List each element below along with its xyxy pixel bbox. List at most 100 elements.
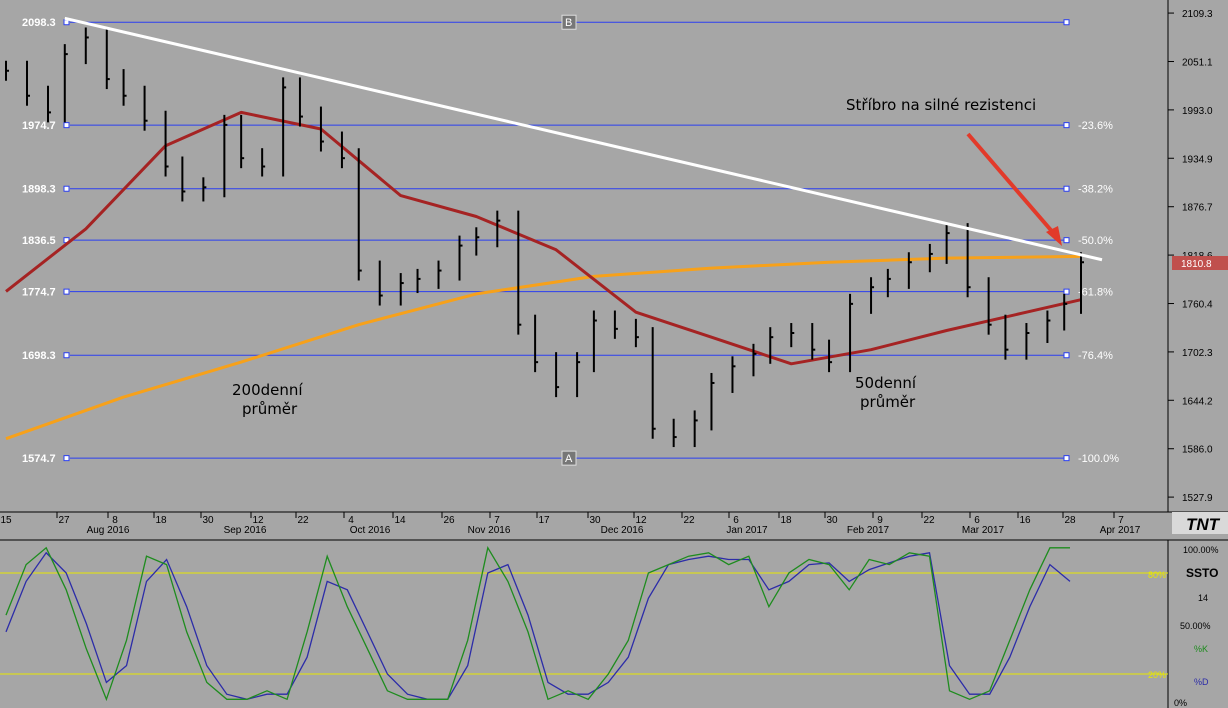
stoch-overbought-label: 80%	[1148, 570, 1166, 580]
fib-right-label: -50.0%	[1078, 235, 1113, 247]
stoch-oversold-label: 20%	[1148, 670, 1166, 680]
x-day-label: 28	[1064, 515, 1076, 526]
ma200-annotation-line1: 200denní	[232, 381, 303, 399]
x-month-label: Aug 2016	[87, 525, 130, 536]
stoch-name-label: SSTO	[1186, 566, 1218, 580]
fib-right-label: -61.8%	[1078, 287, 1113, 299]
x-axis: 15 27 8 18 30 12 22 4 14 26 7 17 30 12 22 6 18 30 9 22 6 16 28…	[0, 512, 1141, 536]
fib-left-label: 1774.7	[22, 287, 56, 299]
x-month-label: Dec 2016	[601, 525, 644, 536]
ma200-line	[5, 254, 1082, 441]
fib-right-label: -23.6%	[1078, 120, 1113, 132]
price-tick-label: 2051.1	[1182, 58, 1213, 69]
ma50-annotation-line1: 50denní	[855, 374, 917, 392]
x-day-label: 30	[826, 515, 838, 526]
logo-box	[1172, 512, 1228, 534]
stoch-bottom-label: 0%	[1174, 698, 1187, 708]
fib-handle-left	[63, 288, 70, 295]
fib-handle-right	[1063, 237, 1070, 244]
fib-handle-right	[1063, 352, 1070, 359]
logo-text: TNT	[1186, 515, 1221, 534]
x-day-label: 30	[589, 515, 601, 526]
fibonacci-levels: 2098.3 1974.7 -23.6% 1898.3 -38.2% 1836.5 -50.…	[22, 14, 1119, 466]
x-day-label: 18	[155, 515, 167, 526]
current-price-label: 1810.8	[1181, 259, 1212, 270]
fib-right-label: -76.4%	[1078, 350, 1113, 362]
price-tick-label: 1934.9	[1182, 154, 1213, 165]
price-tick-label: 1586.0	[1182, 445, 1213, 456]
ma200-annotation-line2: průměr	[242, 400, 298, 418]
x-day-label: 6	[974, 515, 980, 526]
fib-left-label: 1574.7	[22, 453, 56, 465]
stoch-d-label: %D	[1194, 677, 1209, 687]
fib-right-label: -38.2%	[1078, 184, 1113, 196]
trendline-group	[64, 16, 1103, 262]
x-day-label: 12	[252, 515, 264, 526]
resistance-trendline	[64, 16, 1103, 262]
x-day-label: 22	[923, 515, 935, 526]
fib-left-label: 1898.3	[22, 184, 56, 196]
x-month-label: Nov 2016	[468, 525, 511, 536]
x-day-label: 27	[58, 515, 70, 526]
x-day-label: 12	[635, 515, 647, 526]
x-day-label: 7	[1118, 515, 1124, 526]
fib-handle-right	[1063, 185, 1070, 192]
stoch-d-line	[5, 551, 1071, 700]
moving-averages	[5, 110, 1082, 441]
x-day-label: 14	[394, 515, 406, 526]
x-day-label: 30	[202, 515, 214, 526]
fib-left-label: 1974.7	[22, 120, 56, 132]
fib-left-label: 1836.5	[22, 235, 56, 247]
fib-left-label: 1698.3	[22, 350, 56, 362]
resistance-annotation: Stříbro na silné rezistenci	[846, 96, 1036, 114]
fib-point-b-label: B	[565, 17, 572, 29]
x-month-label: Oct 2016	[350, 525, 391, 536]
x-day-label: 17	[538, 515, 550, 526]
x-month-label: Feb 2017	[847, 525, 890, 536]
fib-handle-right	[1063, 288, 1070, 295]
x-day-label: 22	[683, 515, 695, 526]
fib-point-b-box	[561, 14, 577, 30]
ma50-line	[5, 110, 1082, 366]
fib-left-label: 2098.3	[22, 17, 56, 29]
fib-right-label: -100.0%	[1078, 453, 1119, 465]
price-tick-label: 1644.2	[1182, 396, 1213, 407]
price-tick-label: 1993.0	[1182, 106, 1213, 117]
fib-handle-left	[63, 455, 70, 462]
x-month-label: Apr 2017	[1100, 525, 1141, 536]
stochastic-panel	[0, 546, 1168, 702]
x-day-label: 15	[0, 515, 12, 526]
x-day-label: 6	[733, 515, 739, 526]
price-tick-label: 1760.4	[1182, 300, 1213, 311]
current-price-badge	[1172, 256, 1228, 270]
x-month-label: Mar 2017	[962, 525, 1005, 536]
resistance-arrow	[966, 132, 1058, 238]
stoch-mid-label: 50.00%	[1180, 621, 1211, 631]
ohlc-bars	[5, 27, 1085, 448]
fib-handle-left	[63, 185, 70, 192]
x-day-label: 26	[443, 515, 455, 526]
fib-handle-right	[1063, 122, 1070, 129]
x-day-label: 22	[297, 515, 309, 526]
x-day-label: 7	[494, 515, 500, 526]
price-tick-label: 2109.3	[1182, 9, 1213, 20]
fib-handle-left	[63, 122, 70, 129]
x-month-label: Jan 2017	[726, 525, 768, 536]
fib-point-a-label: A	[565, 453, 573, 465]
fib-handle-left	[63, 352, 70, 359]
price-tick-label: 1527.9	[1182, 493, 1213, 504]
stoch-top-label: 100.00%	[1183, 545, 1219, 555]
stoch-period-label: 14	[1198, 593, 1208, 603]
fib-handle-right	[1063, 455, 1070, 462]
x-day-label: 18	[780, 515, 792, 526]
fib-point-a-box	[561, 450, 577, 466]
stoch-k-label: %K	[1194, 644, 1208, 654]
x-day-label: 8	[112, 515, 118, 526]
price-tick-label: 1876.7	[1182, 203, 1213, 214]
x-day-label: 9	[877, 515, 883, 526]
resistance-arrow-head	[1046, 226, 1062, 246]
x-month-label: Sep 2016	[224, 525, 267, 536]
